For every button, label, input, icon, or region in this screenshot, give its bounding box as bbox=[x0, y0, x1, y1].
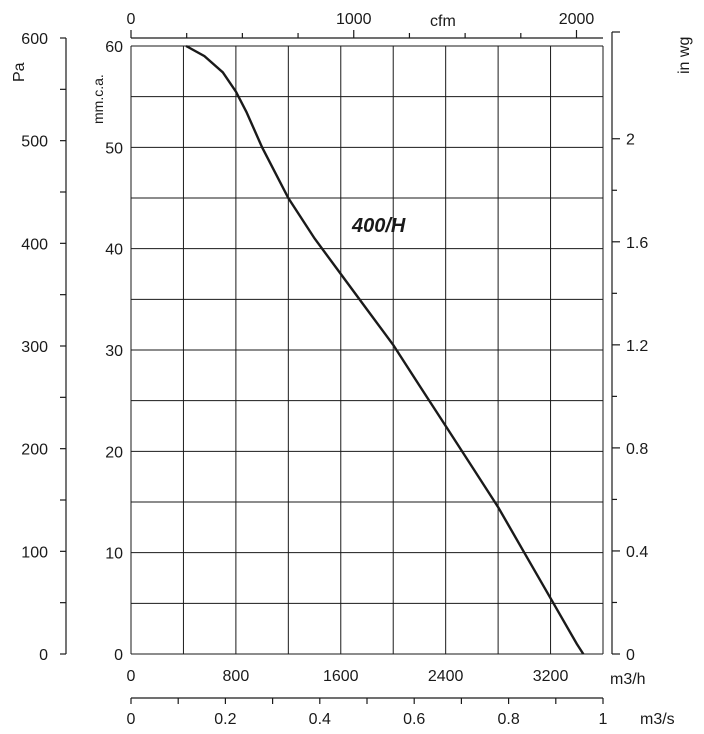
y-tick-label: 40 bbox=[105, 242, 123, 259]
y-outer-tick-label: 200 bbox=[21, 442, 48, 459]
x-tick-label: 0 bbox=[127, 668, 136, 685]
chart-tick-labels: 0102030405060010020030040050060000.40.81… bbox=[21, 11, 648, 728]
y-tick-label: 50 bbox=[105, 140, 123, 157]
x-tick-label: 2400 bbox=[428, 668, 464, 685]
x-tick-label: 800 bbox=[223, 668, 250, 685]
y-tick-label: 10 bbox=[105, 546, 123, 563]
x-secondary-unit-label: m3/s bbox=[640, 711, 675, 728]
x-secondary-tick-label: 0.4 bbox=[309, 711, 331, 728]
x-secondary-tick-label: 1 bbox=[599, 711, 608, 728]
x-secondary-tick-label: 0 bbox=[127, 711, 136, 728]
x-top-tick-label: 1000 bbox=[336, 11, 372, 28]
y-tick-label: 30 bbox=[105, 343, 123, 360]
x-secondary-tick-label: 0.8 bbox=[497, 711, 519, 728]
x-secondary-tick-label: 0.6 bbox=[403, 711, 425, 728]
y-right-tick-label: 0 bbox=[626, 647, 635, 664]
x-secondary-tick-label: 0.2 bbox=[214, 711, 236, 728]
chart-axes bbox=[65, 32, 613, 699]
x-top-tick-label: 2000 bbox=[559, 11, 595, 28]
y-right-tick-label: 0.8 bbox=[626, 441, 648, 458]
y-right-unit-label: in wg bbox=[676, 37, 693, 74]
chart-grid bbox=[130, 45, 604, 655]
y-outer-tick-label: 300 bbox=[21, 339, 48, 356]
y-outer-tick-label: 600 bbox=[21, 31, 48, 48]
y-right-tick-label: 2 bbox=[626, 132, 635, 149]
x-tick-label: 1600 bbox=[323, 668, 359, 685]
y-tick-label: 20 bbox=[105, 444, 123, 461]
y-unit-label: mm.c.a. bbox=[90, 74, 106, 124]
y-tick-label: 60 bbox=[105, 39, 123, 56]
chart-ticks bbox=[60, 30, 620, 704]
y-outer-tick-label: 500 bbox=[21, 134, 48, 151]
y-right-tick-label: 1.6 bbox=[626, 235, 648, 252]
curve-label: 400/H bbox=[351, 215, 406, 237]
y-right-tick-label: 1.2 bbox=[626, 338, 648, 355]
y-outer-tick-label: 100 bbox=[21, 544, 48, 561]
performance-curve bbox=[185, 44, 585, 655]
x-top-tick-label: 0 bbox=[127, 11, 136, 28]
x-tick-label: 3200 bbox=[533, 668, 569, 685]
y-outer-tick-label: 400 bbox=[21, 236, 48, 253]
x-unit-label: m3/h bbox=[610, 671, 646, 688]
y-tick-label: 0 bbox=[114, 647, 123, 664]
y-outer-unit-label: Pa bbox=[11, 62, 28, 82]
y-outer-tick-label: 0 bbox=[39, 647, 48, 664]
y-right-tick-label: 0.4 bbox=[626, 544, 648, 561]
x-top-unit-label: cfm bbox=[430, 13, 456, 30]
